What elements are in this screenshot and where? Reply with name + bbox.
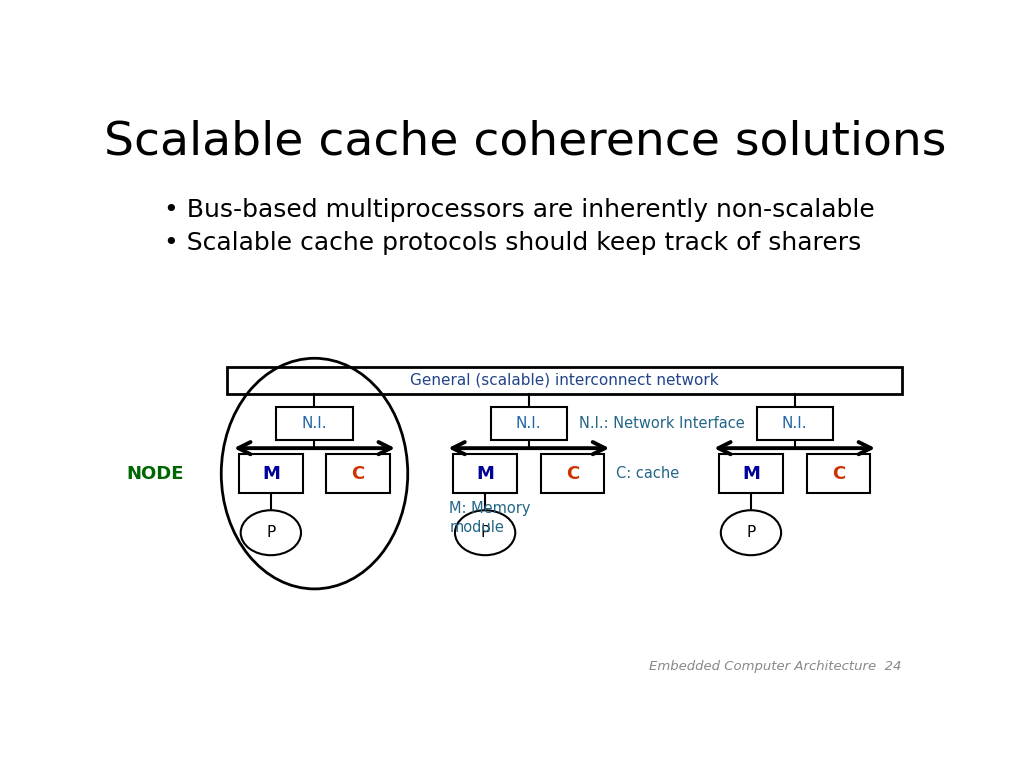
Text: M: Memory
module: M: Memory module xyxy=(450,502,530,535)
Text: NODE: NODE xyxy=(126,465,183,482)
Text: • Scalable cache protocols should keep track of sharers: • Scalable cache protocols should keep t… xyxy=(164,231,861,255)
Text: P: P xyxy=(746,525,756,540)
Text: General (scalable) interconnect network: General (scalable) interconnect network xyxy=(411,373,719,388)
Ellipse shape xyxy=(241,510,301,555)
Text: Scalable cache coherence solutions: Scalable cache coherence solutions xyxy=(103,120,946,165)
Bar xyxy=(327,454,390,493)
Text: N.I.: N.I. xyxy=(781,415,808,431)
Bar xyxy=(490,407,567,440)
Text: M: M xyxy=(476,465,494,482)
Ellipse shape xyxy=(455,510,515,555)
Bar xyxy=(541,454,604,493)
Text: P: P xyxy=(480,525,489,540)
Text: M: M xyxy=(262,465,280,482)
Text: C: C xyxy=(566,465,579,482)
Text: C: cache: C: cache xyxy=(616,466,679,481)
Text: P: P xyxy=(266,525,275,540)
Bar xyxy=(807,454,870,493)
Text: Embedded Computer Architecture  24: Embedded Computer Architecture 24 xyxy=(649,660,902,674)
Text: N.I.: N.I. xyxy=(302,415,328,431)
Ellipse shape xyxy=(721,510,781,555)
Text: N.I.: Network Interface: N.I.: Network Interface xyxy=(579,415,744,431)
Text: C: C xyxy=(351,465,365,482)
Bar xyxy=(454,454,517,493)
Text: C: C xyxy=(831,465,845,482)
Text: • Bus-based multiprocessors are inherently non-scalable: • Bus-based multiprocessors are inherent… xyxy=(164,198,874,223)
Text: M: M xyxy=(742,465,760,482)
Text: N.I.: N.I. xyxy=(516,415,542,431)
Bar xyxy=(227,367,902,394)
Bar xyxy=(239,454,303,493)
Bar xyxy=(719,454,782,493)
Bar xyxy=(276,407,352,440)
Bar xyxy=(757,407,833,440)
